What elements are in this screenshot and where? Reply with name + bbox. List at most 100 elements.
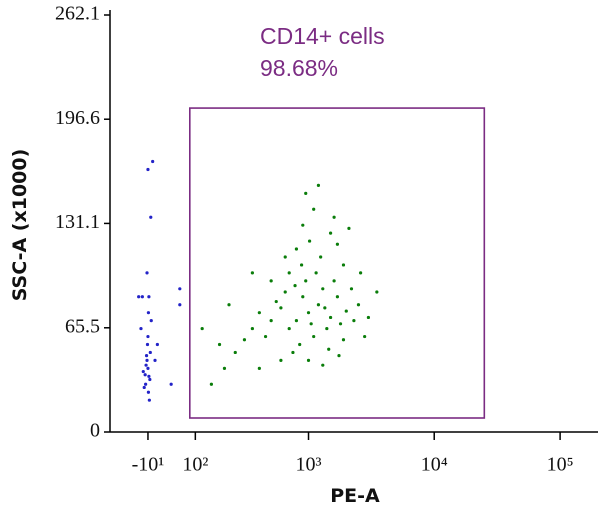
point xyxy=(367,316,370,319)
point xyxy=(201,327,204,330)
point xyxy=(333,279,336,282)
point xyxy=(336,243,339,246)
point xyxy=(333,216,336,219)
y-axis-title: SSC-A (x1000) xyxy=(9,149,31,302)
point xyxy=(288,271,291,274)
point xyxy=(345,309,348,312)
point xyxy=(137,295,140,298)
point xyxy=(329,232,332,235)
point xyxy=(327,348,330,351)
gate xyxy=(190,108,485,418)
point xyxy=(153,359,156,362)
point xyxy=(352,319,355,322)
point xyxy=(145,354,148,357)
point xyxy=(329,316,332,319)
point xyxy=(170,383,173,386)
point xyxy=(144,364,147,367)
y-tick-label: 262.1 xyxy=(55,3,100,25)
point xyxy=(149,351,152,354)
point xyxy=(304,279,307,282)
point xyxy=(243,338,246,341)
point xyxy=(151,160,154,163)
point xyxy=(146,367,149,370)
y-tick-label: 0 xyxy=(90,420,100,442)
point xyxy=(301,224,304,227)
x-tick-label: 10⁴ xyxy=(421,454,448,476)
point xyxy=(144,373,147,376)
point xyxy=(145,359,148,362)
point xyxy=(312,335,315,338)
point xyxy=(325,327,328,330)
point xyxy=(227,303,230,306)
point xyxy=(347,227,350,230)
point xyxy=(149,216,152,219)
point xyxy=(295,319,298,322)
point xyxy=(342,263,345,266)
x-tick-label: 10³ xyxy=(296,454,322,476)
point xyxy=(307,359,310,362)
point xyxy=(223,367,226,370)
point xyxy=(251,327,254,330)
point xyxy=(139,327,142,330)
point xyxy=(321,287,324,290)
point xyxy=(319,255,322,258)
point xyxy=(288,327,291,330)
point xyxy=(363,335,366,338)
point xyxy=(264,335,267,338)
point xyxy=(146,168,149,171)
point xyxy=(148,399,151,402)
y-tick-label: 131.1 xyxy=(55,211,100,233)
x-tick-label: 10⁵ xyxy=(547,454,574,476)
y-tick-label: 196.6 xyxy=(55,107,100,129)
point xyxy=(150,319,153,322)
x-tick-label: -10¹ xyxy=(132,454,165,476)
point xyxy=(234,351,237,354)
point xyxy=(301,295,304,298)
point xyxy=(270,279,273,282)
gate-percent: 98.68% xyxy=(260,55,338,81)
point xyxy=(279,359,282,362)
point xyxy=(143,386,146,389)
point xyxy=(315,271,318,274)
point xyxy=(337,354,340,357)
point xyxy=(308,239,311,242)
point xyxy=(317,184,320,187)
point xyxy=(146,343,149,346)
point xyxy=(147,375,150,378)
point xyxy=(359,271,362,274)
point xyxy=(307,311,310,314)
point xyxy=(317,303,320,306)
point xyxy=(178,303,181,306)
point xyxy=(375,290,378,293)
point xyxy=(270,319,273,322)
point xyxy=(312,208,315,211)
point xyxy=(298,343,301,346)
point xyxy=(304,192,307,195)
point xyxy=(321,364,324,367)
point xyxy=(342,338,345,341)
point xyxy=(357,303,360,306)
point xyxy=(142,370,145,373)
point xyxy=(218,343,221,346)
point xyxy=(146,335,149,338)
y-tick-label: 65.5 xyxy=(65,315,100,337)
point xyxy=(147,391,150,394)
x-axis-title: PE-A xyxy=(330,485,380,507)
point xyxy=(251,271,254,274)
point xyxy=(144,383,147,386)
point xyxy=(284,290,287,293)
point xyxy=(210,383,213,386)
point xyxy=(284,255,287,258)
point xyxy=(147,295,150,298)
point xyxy=(291,351,294,354)
point xyxy=(258,311,261,314)
point xyxy=(279,306,282,309)
point xyxy=(141,295,144,298)
point xyxy=(295,247,298,250)
point xyxy=(145,271,148,274)
point xyxy=(275,300,278,303)
point xyxy=(147,311,150,314)
point xyxy=(148,378,151,381)
point xyxy=(293,284,296,287)
